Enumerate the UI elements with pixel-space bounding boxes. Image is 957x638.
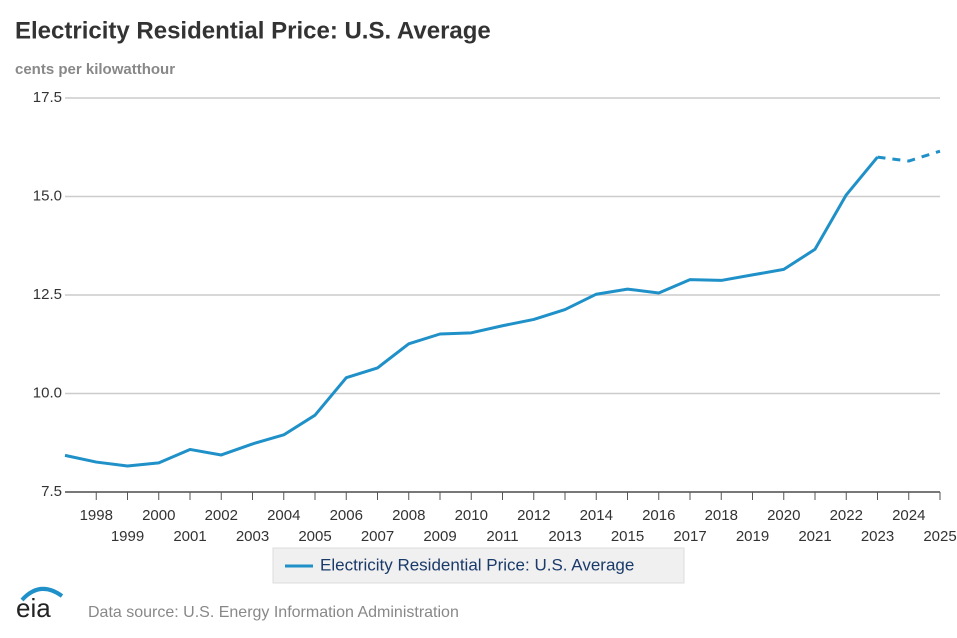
x-tick-label: 2025 (923, 528, 956, 545)
data-line (64, 156, 879, 468)
x-tick-label: 2015 (611, 528, 644, 545)
x-tick-label: 2006 (330, 507, 363, 524)
legend-box (272, 547, 685, 584)
x-tick-label: 2012 (517, 507, 550, 524)
x-tick-label: 2003 (236, 528, 269, 545)
x-tick-label: 2023 (861, 528, 894, 545)
y-tick-label: 17.5 (33, 89, 62, 106)
x-tick-label: 2008 (392, 507, 425, 524)
legend-label: Electricity Residential Price: U.S. Aver… (320, 555, 634, 574)
forecast-line (877, 149, 941, 163)
x-tick-label: 2007 (361, 528, 394, 545)
y-tick-label: 15.0 (33, 187, 62, 204)
chart-title: Electricity Residential Price: U.S. Aver… (15, 17, 491, 44)
y-tick-label: 7.5 (41, 483, 62, 500)
x-tick-label: 2024 (892, 507, 925, 524)
x-tick-label: 2010 (455, 507, 488, 524)
x-tick-label: 2020 (767, 507, 800, 524)
x-tick-label: 2013 (548, 528, 581, 545)
x-tick-label: 2002 (205, 507, 238, 524)
x-tick-label: 2014 (580, 507, 613, 524)
logo: eia (16, 593, 51, 623)
chart-subtitle: cents per kilowatthour (15, 61, 175, 78)
x-tick-label: 2018 (705, 507, 738, 524)
x-tick-label: 2001 (173, 528, 206, 545)
x-tick-label: 2000 (142, 507, 175, 524)
x-tick-label: 2017 (673, 528, 706, 545)
x-tick-label: 2022 (830, 507, 863, 524)
x-tick-label: 2011 (486, 528, 518, 545)
x-tick-label: 2019 (736, 528, 769, 545)
x-tick-label: 1998 (80, 507, 113, 524)
logo-arc (20, 587, 64, 602)
x-tick-label: 2021 (798, 528, 831, 545)
x-tick-label: 2004 (267, 507, 300, 524)
x-tick-label: 2016 (642, 507, 675, 524)
y-tick-label: 12.5 (33, 286, 62, 303)
x-tick-label: 2005 (298, 528, 331, 545)
x-tick-label: 1999 (111, 528, 144, 545)
source-note: Data source: U.S. Energy Information Adm… (88, 604, 459, 621)
y-tick-label: 10.0 (33, 384, 62, 401)
x-tick-label: 2009 (423, 528, 456, 545)
